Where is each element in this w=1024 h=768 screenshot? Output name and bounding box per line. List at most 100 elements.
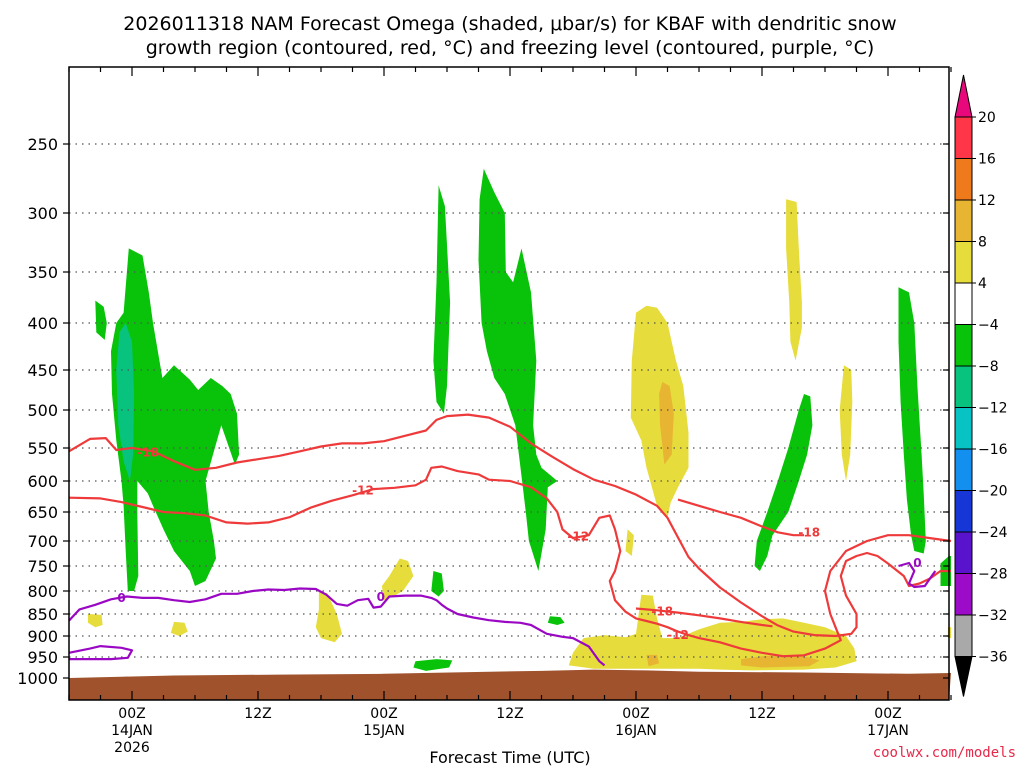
plot-frame (68, 66, 950, 701)
x-tick-label-54-1: 16JAN (615, 723, 657, 739)
colorbar-label-3: 8 (978, 235, 987, 251)
colorbar: 20 16 12 8 4 −4 −8 −12 −16 −20 −24 −28 −32 −36 (954, 74, 1008, 697)
colorbar-swatch-2 (954, 199, 973, 242)
omega-region-19 (87, 614, 103, 628)
colorbar-label-11: −28 (978, 567, 1008, 583)
omega-region-16 (381, 558, 414, 601)
x-tick-label-18-0: 12Z (244, 706, 271, 722)
colorbar-swatch-1 (954, 158, 973, 201)
colorbar-swatch-6 (954, 365, 973, 408)
y-tick-500: 500 (27, 401, 58, 420)
x-tick-label-6-2: 2026 (114, 740, 150, 756)
colorbar-swatch-10 (954, 531, 973, 574)
colorbar-label-4: 4 (978, 276, 987, 292)
omega-region-22 (741, 654, 820, 668)
y-tick-750: 750 (27, 557, 58, 576)
y-tick-650: 650 (27, 503, 58, 522)
frz-contour-0 (68, 587, 606, 667)
omega-region-2 (95, 300, 107, 340)
freezing-level-contours: 0 0 0 (68, 556, 937, 667)
omega-region-21 (646, 654, 660, 667)
terrain-fill (69, 669, 951, 700)
y-tick-1000: 1000 (17, 669, 58, 688)
colorbar-label-5: −4 (978, 318, 999, 334)
dgz-label-1: -18 (798, 525, 820, 539)
y-tick-550: 550 (27, 439, 58, 458)
colorbar-swatch-12 (954, 614, 973, 657)
dgz-contour-2 (635, 607, 773, 628)
chart-title-line1: 2026011318 NAM Forecast Omega (shaded, μ… (123, 13, 896, 35)
chart-title-line2: growth region (contoured, red, °C) and f… (146, 37, 875, 59)
omega-region-8 (754, 394, 813, 571)
dgz-contour-3 (68, 465, 952, 658)
omega-region-1 (116, 323, 135, 481)
plot-area: -18 -18 -18 -12 -12 -12 0 0 0 (68, 66, 952, 701)
terrain (69, 669, 951, 700)
dgz-label-4: -12 (567, 529, 589, 543)
x-tick-label-54-0: 00Z (622, 706, 649, 722)
x-axis-label: Forecast Time (UTC) (429, 748, 590, 767)
y-tick-450: 450 (27, 361, 58, 380)
omega-region-0 (111, 248, 240, 591)
omega-region-12 (659, 382, 674, 465)
x-tick-label-66-0: 12Z (748, 706, 775, 722)
frz-contour-2 (898, 561, 937, 589)
omega-region-15 (625, 529, 634, 556)
colorbar-swatch-5 (954, 324, 973, 367)
dgz-contour-1 (677, 498, 804, 537)
omega-region-18 (170, 621, 188, 636)
x-tick-label-30-0: 00Z (370, 706, 397, 722)
dgz-contours: -18 -18 -18 -12 -12 -12 (68, 413, 952, 658)
colorbar-bottom-arrow (954, 656, 973, 697)
y-tick-400: 400 (27, 314, 58, 333)
colorbar-label-12: −32 (978, 608, 1008, 624)
colorbar-label-2: 12 (978, 193, 996, 209)
colorbar-swatch-4 (954, 282, 973, 325)
y-tick-900: 900 (27, 627, 58, 646)
y-tick-800: 800 (27, 582, 58, 601)
omega-region-14 (839, 365, 853, 481)
colorbar-label-1: 16 (978, 152, 996, 168)
y-tick-950: 950 (27, 648, 58, 667)
omega-region-13 (786, 199, 802, 361)
y-tick-600: 600 (27, 472, 58, 491)
omega-region-20 (568, 594, 857, 671)
frz-label-0: 0 (117, 591, 125, 605)
omega-region-6 (547, 616, 565, 625)
colorbar-label-7: −12 (978, 401, 1008, 417)
colorbar-label-13: −36 (978, 650, 1008, 666)
frz-label-1: 0 (377, 590, 385, 604)
y-tick-350: 350 (27, 263, 58, 282)
colorbar-swatch-9 (954, 490, 973, 533)
omega-region-11 (630, 305, 689, 518)
omega-region-7 (413, 659, 453, 671)
colorbar-top-arrow (954, 74, 973, 118)
dgz-label-5: -12 (667, 628, 689, 642)
x-tick-label-30-1: 15JAN (363, 723, 405, 739)
dgz-label-3: -12 (352, 483, 374, 497)
x-tick-label-42-0: 12Z (496, 706, 523, 722)
omega-region-9 (898, 287, 926, 554)
omega-region-5 (431, 571, 444, 597)
x-tick-label-78-1: 17JAN (867, 723, 909, 739)
x-tick-label-6-1: 14JAN (111, 723, 153, 739)
colorbar-swatch-8 (954, 448, 973, 491)
dgz-label-0: -18 (137, 446, 159, 460)
colorbar-swatch-0 (954, 116, 973, 159)
colorbar-label-0: 20 (978, 110, 996, 126)
omega-region-3 (433, 185, 451, 414)
omega-region-17 (315, 591, 342, 643)
frz-label-2: 0 (913, 556, 921, 570)
x-tick-label-6-0: 00Z (118, 706, 145, 722)
colorbar-label-9: −20 (978, 484, 1008, 500)
y-tick-850: 850 (27, 605, 58, 624)
y-tick-300: 300 (27, 204, 58, 223)
dgz-contour-0 (68, 413, 951, 638)
omega-shading (87, 168, 951, 671)
colorbar-swatch-3 (954, 241, 973, 284)
y-tick-700: 700 (27, 532, 58, 551)
colorbar-label-10: −24 (978, 525, 1008, 541)
y-axis: 250 300 350 400 450 500 550 600 650 700 750 800 850 9… (17, 135, 949, 688)
